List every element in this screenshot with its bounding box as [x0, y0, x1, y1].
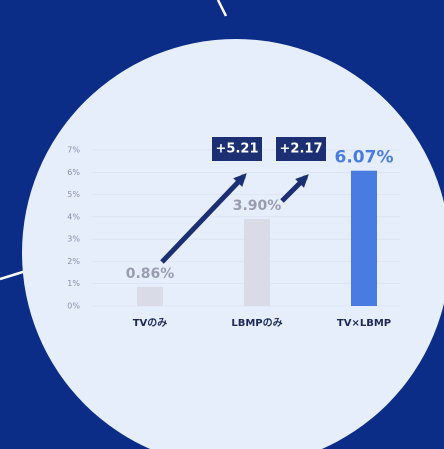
y-tick-label: 3%: [67, 235, 80, 244]
y-tick-label: 4%: [67, 212, 80, 221]
decor-line: [216, 0, 228, 17]
y-tick-label: 1%: [67, 279, 80, 288]
y-tick-label: 2%: [67, 257, 80, 266]
value-label: 0.86%: [126, 266, 175, 282]
annotation-box: [212, 137, 262, 161]
arrow-head: [233, 173, 247, 187]
bar: [137, 286, 163, 306]
x-tick-label: LBMPのみ: [231, 317, 282, 329]
decor-line: [0, 269, 27, 281]
bar: [351, 170, 377, 306]
y-tick-label: 5%: [67, 190, 80, 199]
value-label: 3.90%: [233, 198, 282, 214]
arrow-head: [295, 174, 309, 188]
x-tick-label: TVのみ: [133, 317, 168, 329]
circle-panel: [22, 39, 444, 449]
y-tick-label: 7%: [67, 146, 80, 155]
y-tick-label: 6%: [67, 168, 80, 177]
annotation: +5.21: [216, 142, 259, 157]
arrow-line: [160, 174, 246, 264]
value-label: 6.07%: [335, 148, 394, 168]
annotation-box: [276, 137, 326, 161]
chart: 0% 1% 2% 3% 4% 5% 6% 7% TVのみ 0.86% LBMPのみ 3.90% TV×L…: [67, 137, 400, 329]
x-tick-label: TV×LBMP: [337, 318, 391, 329]
bar: [244, 219, 270, 306]
annotation: +2.17: [280, 142, 323, 157]
y-tick-label: 0%: [67, 302, 80, 311]
